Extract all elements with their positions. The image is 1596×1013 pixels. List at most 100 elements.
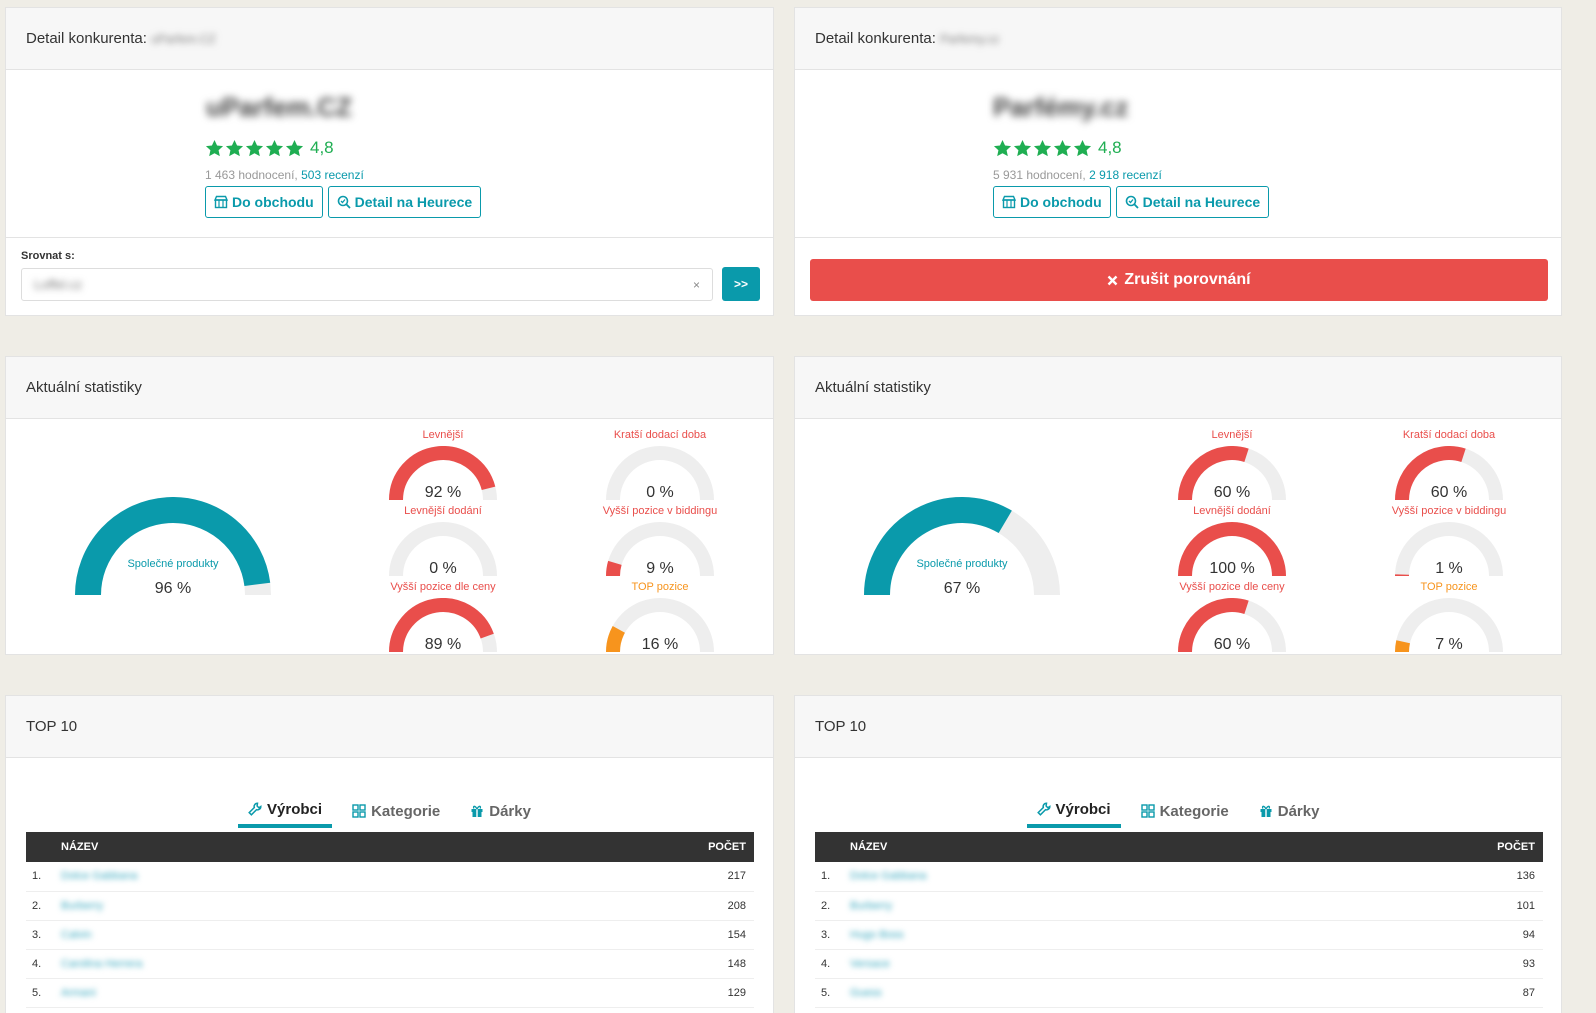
row-name-cell: Armani xyxy=(61,978,504,1008)
rating-counts: 5 931 hodnocení, 2 918 recenzí xyxy=(993,168,1162,182)
gauge-fill xyxy=(389,598,494,653)
header-count[interactable]: POČET xyxy=(1283,832,1543,862)
maker-link[interactable]: Guess xyxy=(850,986,882,999)
row-index: 4. xyxy=(26,949,61,979)
maker-link[interactable]: Burberry xyxy=(61,899,104,912)
table-row: 4. Carolina Herrera 148 xyxy=(26,949,754,979)
gauge-value: 16 % xyxy=(641,636,679,653)
stat-gauge xyxy=(606,446,714,501)
gift-icon xyxy=(1260,805,1272,817)
gauge-title: Kratší dodací doba xyxy=(613,429,707,441)
store-icon xyxy=(1002,195,1016,209)
cancel-section: Zrušit porovnání xyxy=(795,238,1561,315)
gauge-fill xyxy=(1178,446,1249,501)
clear-icon[interactable]: × xyxy=(692,277,700,292)
maker-link[interactable]: Hugo Boss xyxy=(850,928,904,941)
shared-products-label: Společné produkty xyxy=(916,558,1008,570)
compare-select[interactable]: Loffel.cz × xyxy=(21,268,713,301)
gauge-title: TOP pozice xyxy=(1420,581,1478,593)
tab-makers[interactable]: Výrobci xyxy=(1026,794,1121,828)
row-index: 3. xyxy=(815,920,850,950)
header-count[interactable]: POČET xyxy=(503,832,754,862)
header-index xyxy=(26,832,61,862)
stat-gauge xyxy=(1395,522,1503,577)
compare-go-button[interactable]: >> xyxy=(722,267,760,301)
gift-icon xyxy=(471,805,483,817)
stat-gauge xyxy=(389,522,497,577)
row-name-cell: Burberry xyxy=(61,891,504,921)
gauge-value: 9 % xyxy=(646,560,674,577)
rating-value: 4,8 xyxy=(310,138,334,157)
shop-name: uParfem.CZ xyxy=(206,92,352,122)
row-name-cell: Calvin xyxy=(61,920,504,950)
stats-title: Aktuální statistiky xyxy=(815,379,931,396)
gauge-value: 92 % xyxy=(424,484,462,501)
row-index: 2. xyxy=(26,891,61,921)
gauge-title: Levnější xyxy=(422,429,464,441)
heureka-detail-button[interactable]: Detail na Heurece xyxy=(327,186,482,218)
maker-link[interactable]: Dolce Gabbana xyxy=(61,870,138,883)
maker-link[interactable]: Versace xyxy=(850,957,890,970)
shop-buttons: Do obchodu Detail na Heurece xyxy=(993,186,1270,218)
stat-gauge xyxy=(1394,598,1503,653)
table-row: 2. Burberry 101 xyxy=(815,891,1543,921)
maker-link[interactable]: Armani xyxy=(61,986,96,999)
maker-link[interactable]: Dolce Gabbana xyxy=(850,870,927,883)
detail-panel-left: Detail konkurenta: uParfem.CZ uParfem.CZ… xyxy=(5,7,774,316)
top10-title: TOP 10 xyxy=(815,718,867,735)
panel-header: TOP 10 xyxy=(6,696,773,758)
row-count: 208 xyxy=(503,891,754,921)
maker-link[interactable]: Burberry xyxy=(850,899,893,912)
go-to-shop-button[interactable]: Do obchodu xyxy=(205,186,323,218)
reviews-link[interactable]: 503 recenzí xyxy=(301,168,364,182)
table-row: 3. Calvin 154 xyxy=(26,920,754,950)
header-name[interactable]: NÁZEV xyxy=(850,832,1283,862)
row-name-cell: Hugo Boss xyxy=(850,920,1283,950)
go-to-shop-button[interactable]: Do obchodu xyxy=(993,186,1111,218)
compare-label: Srovnat s: xyxy=(21,250,75,262)
grid-icon xyxy=(352,804,366,818)
gauge-title: Levnější dodání xyxy=(1193,505,1271,517)
shared-products-value: 67 % xyxy=(943,580,981,597)
tab-makers[interactable]: Výrobci xyxy=(238,794,333,828)
cancel-compare-button[interactable]: Zrušit porovnání xyxy=(810,259,1548,301)
maker-link[interactable]: Carolina Herrera xyxy=(61,957,143,970)
rating-value: 4,8 xyxy=(1098,138,1122,157)
gauge-fill xyxy=(606,560,622,577)
top10-panel-left: TOP 10 Výrobci Kategorie Dárky NÁZEV POČ… xyxy=(5,695,774,1013)
row-count: 217 xyxy=(503,862,754,892)
header-name[interactable]: NÁZEV xyxy=(61,832,504,862)
maker-link[interactable]: Calvin xyxy=(61,928,92,941)
row-name-cell: Dolce Gabbana xyxy=(850,862,1283,892)
stat-gauge xyxy=(389,446,497,501)
ratings-count: 5 931 hodnocení, xyxy=(993,168,1086,182)
gauge-fill xyxy=(75,497,271,596)
row-name-cell: Guess xyxy=(850,978,1283,1008)
tab-gifts[interactable]: Dárky xyxy=(1249,794,1330,828)
table-row: 5. Armani 129 xyxy=(26,978,754,1008)
tab-categories-label: Kategorie xyxy=(371,802,441,820)
stat-gauge xyxy=(389,598,497,653)
tab-gifts-label: Dárky xyxy=(1277,802,1320,820)
gauge-title: Vyšší pozice v biddingu xyxy=(1391,505,1507,517)
tab-categories[interactable]: Kategorie xyxy=(1131,794,1239,828)
table-row: 1. Dolce Gabbana 217 xyxy=(26,862,754,892)
stat-gauge xyxy=(1178,446,1286,501)
heureka-detail-button[interactable]: Detail na Heurece xyxy=(1115,186,1270,218)
tab-gifts[interactable]: Dárky xyxy=(460,794,541,828)
row-count: 129 xyxy=(503,978,754,1008)
gauge-fill xyxy=(1178,598,1249,653)
gauge-fill xyxy=(606,625,626,653)
reviews-link[interactable]: 2 918 recenzí xyxy=(1089,168,1162,182)
rating: 4,8 xyxy=(205,138,334,158)
shared-products-gauge xyxy=(864,497,1060,596)
row-name-cell: Burberry xyxy=(850,891,1283,921)
row-index: 3. xyxy=(26,920,61,950)
shared-products-gauge xyxy=(75,497,271,596)
row-name-cell: Dolce Gabbana xyxy=(61,862,504,892)
top10-table: NÁZEV POČET 1. Dolce Gabbana 136 2. Burberry… xyxy=(815,832,1543,1008)
gauge-value: 60 % xyxy=(1213,484,1251,501)
tab-categories[interactable]: Kategorie xyxy=(342,794,450,828)
row-index: 2. xyxy=(815,891,850,921)
rating-counts: 1 463 hodnocení, 503 recenzí xyxy=(205,168,364,182)
